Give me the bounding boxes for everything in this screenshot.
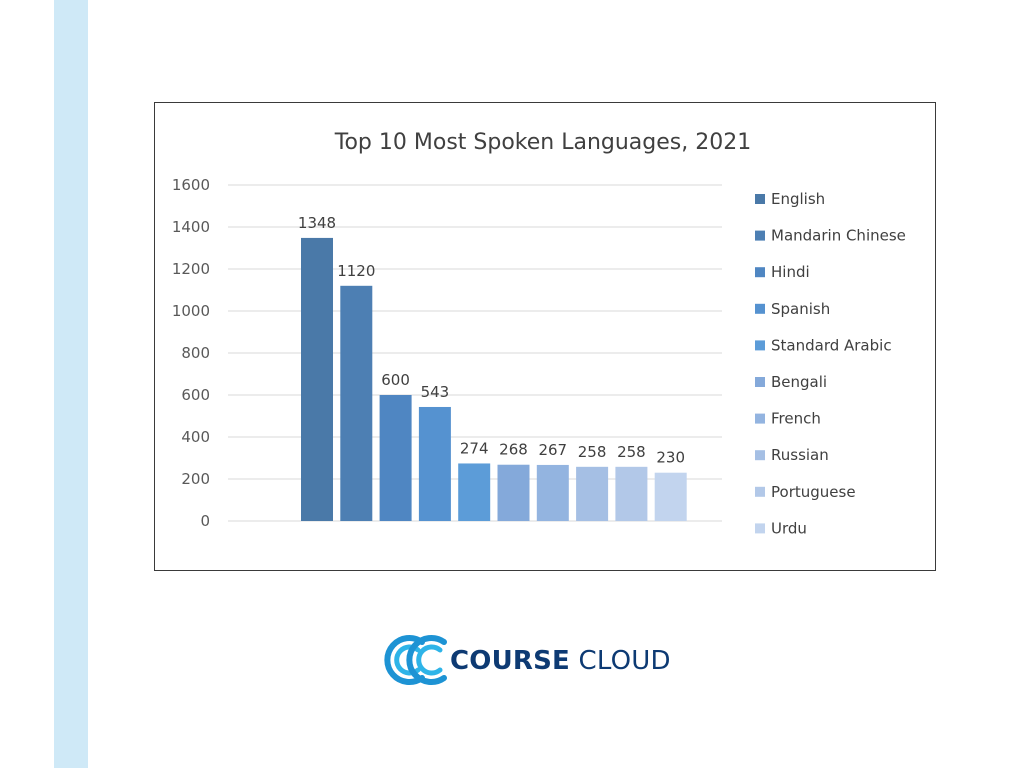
bar-french [536, 464, 569, 521]
y-tick-label: 1400 [172, 218, 210, 236]
bar-standard-arabic [458, 463, 491, 521]
legend-item: Bengali [755, 373, 827, 391]
legend-swatch [755, 486, 765, 497]
bar-english [301, 237, 333, 522]
legend-item: Standard Arabic [755, 336, 892, 354]
data-label: 258 [578, 443, 607, 461]
bar-russian [576, 466, 609, 521]
legend-item: Russian [755, 446, 829, 464]
bar-mandarin-chinese [340, 285, 373, 521]
legend-label: Bengali [771, 373, 827, 391]
legend-item: Hindi [755, 263, 810, 281]
legend-label: Russian [771, 446, 829, 464]
legend-item: Portuguese [755, 483, 856, 501]
legend-item: English [755, 190, 825, 208]
bar-spanish [418, 406, 451, 521]
data-labels: 1348 1120 600 543 274 268 267 258 258 230 [298, 214, 685, 467]
data-label: 230 [656, 449, 685, 467]
bars [301, 237, 687, 522]
bar-portuguese [615, 466, 648, 521]
data-label: 274 [460, 439, 489, 457]
course-cloud-logo: COURSE CLOUD [378, 628, 718, 692]
data-label: 1348 [298, 214, 336, 232]
data-label: 600 [381, 371, 410, 389]
legend-swatch [755, 450, 765, 461]
y-axis-ticks: 0 200 400 600 800 1000 1200 1400 1600 [172, 176, 210, 530]
chart-frame: Top 10 Most Spoken Languages, 2021 0 200 4… [154, 102, 936, 571]
legend-label: French [771, 410, 821, 428]
chart-title: Top 10 Most Spoken Languages, 2021 [334, 130, 751, 155]
legend-item: Spanish [755, 300, 830, 318]
data-label: 1120 [337, 262, 375, 280]
logo-word-cloud: CLOUD [570, 646, 671, 676]
y-tick-label: 200 [181, 470, 210, 488]
legend-item: Mandarin Chinese [755, 227, 906, 245]
legend-swatch [755, 267, 765, 278]
data-label: 258 [617, 443, 646, 461]
data-label: 268 [499, 441, 528, 459]
legend-swatch [755, 194, 765, 204]
legend-swatch [755, 413, 765, 424]
legend-label: Mandarin Chinese [771, 227, 906, 245]
legend-item: French [755, 410, 821, 428]
legend-swatch [755, 340, 765, 351]
legend-label: Portuguese [771, 483, 856, 501]
y-tick-label: 1600 [172, 176, 210, 194]
bar-hindi [379, 395, 412, 521]
left-accent-bar [54, 0, 88, 768]
bar-chart: Top 10 Most Spoken Languages, 2021 0 200 4… [172, 130, 906, 537]
legend-swatch [755, 303, 765, 314]
logo-word-course: COURSE [450, 646, 571, 676]
legend-label: Urdu [771, 519, 807, 537]
y-tick-label: 0 [200, 512, 210, 530]
data-label: 543 [421, 383, 450, 401]
legend-swatch [755, 523, 765, 534]
legend-swatch [755, 230, 765, 241]
legend-label: English [771, 190, 825, 208]
logo-wordmark: COURSE CLOUD [450, 646, 671, 676]
legend-label: Standard Arabic [771, 336, 892, 354]
y-tick-label: 600 [181, 386, 210, 404]
y-tick-label: 1200 [172, 260, 210, 278]
y-tick-label: 800 [181, 344, 210, 362]
course-cloud-logo-mark [384, 635, 447, 685]
legend-swatch [755, 377, 765, 387]
legend-label: Spanish [771, 300, 830, 318]
bar-bengali [497, 464, 530, 521]
bar-urdu [654, 472, 687, 521]
legend-item: Urdu [755, 519, 807, 537]
data-label: 267 [538, 441, 567, 459]
y-tick-label: 400 [181, 428, 210, 446]
legend: English Mandarin Chinese Hindi Spanish Stand… [755, 190, 906, 537]
legend-label: Hindi [771, 263, 810, 281]
y-tick-label: 1000 [172, 302, 210, 320]
